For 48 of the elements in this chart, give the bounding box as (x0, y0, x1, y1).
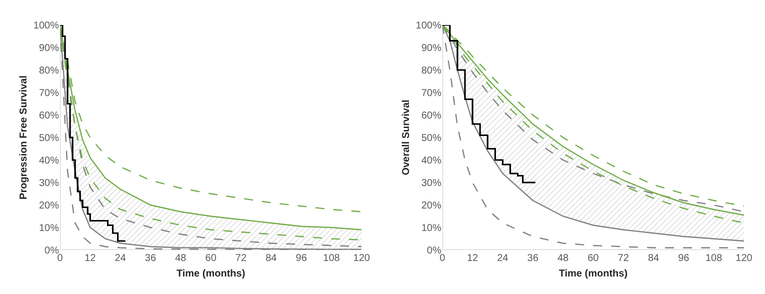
x-tick-label: 36 (144, 253, 156, 264)
y-tick-label: 30% (38, 178, 60, 189)
y-tick-label: 70% (421, 88, 442, 99)
x-tick-label: 0 (57, 253, 64, 264)
x-tick-label: 72 (618, 253, 630, 264)
y-tick-label: 30% (421, 178, 442, 189)
x-tick-label: 48 (175, 253, 187, 264)
x-tick-label: 0 (440, 253, 446, 264)
x-tick-label: 36 (527, 253, 539, 264)
x-axis-title: Time (months) (558, 268, 628, 280)
x-tick-label: 60 (205, 253, 217, 264)
y-tick-label: 40% (38, 156, 60, 166)
y-tick-label: 80% (38, 66, 60, 76)
x-tick-label: 84 (648, 253, 660, 264)
x-tick-label: 60 (588, 253, 600, 264)
y-tick-label: 50% (38, 133, 60, 144)
y-tick-label: 60% (38, 110, 60, 122)
x-tick-label: 24 (497, 253, 509, 264)
y-tick-label: 0% (426, 246, 442, 256)
y-tick-label: 10% (421, 223, 442, 234)
x-tick-label: 120 (736, 253, 753, 264)
x-tick-label: 108 (705, 253, 723, 264)
y-tick-label: 0% (44, 246, 60, 256)
y-tick-label: 80% (421, 66, 442, 76)
x-tick-label: 12 (466, 253, 479, 264)
x-axis-title: Time (months) (176, 268, 246, 280)
y-tick-label: 60% (421, 110, 442, 122)
y-tick-label: 40% (421, 156, 442, 166)
x-tick-label: 72 (235, 253, 247, 264)
y-tick-label: 10% (38, 223, 60, 234)
y-tick-label: 20% (38, 200, 60, 212)
x-tick-label: 96 (678, 253, 690, 264)
y-tick-label: 70% (38, 88, 60, 99)
y-axis-title: Overall Survival (400, 99, 412, 176)
x-tick-label: 120 (353, 253, 370, 264)
y-tick-label: 90% (421, 43, 442, 54)
y-axis-title: Progression Free Survival (18, 75, 30, 200)
x-tick-label: 48 (557, 253, 570, 264)
x-tick-label: 12 (84, 253, 96, 264)
x-tick-label: 108 (323, 253, 340, 264)
x-tick-label: 84 (266, 253, 278, 264)
y-tick-label: 20% (421, 200, 442, 212)
y-tick-label: 100% (33, 20, 60, 32)
y-tick-label: 50% (421, 133, 442, 144)
x-tick-label: 24 (114, 253, 126, 264)
x-tick-label: 96 (296, 253, 308, 264)
y-tick-label: 100% (416, 20, 442, 32)
y-tick-label: 90% (38, 43, 60, 54)
